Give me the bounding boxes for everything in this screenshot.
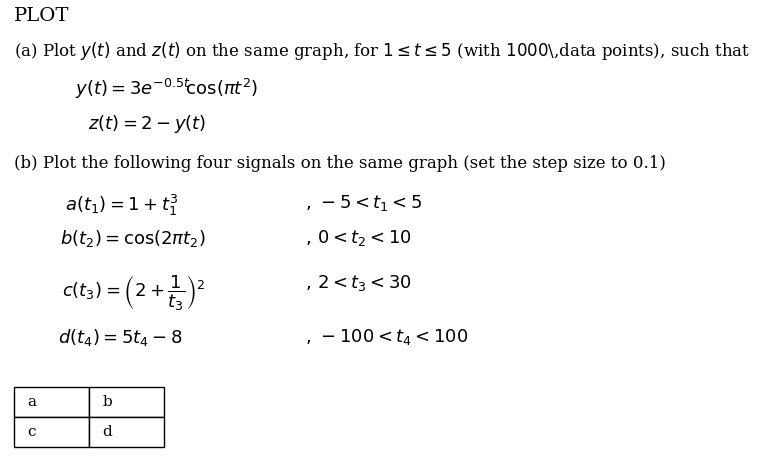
Text: $,\,2 < t_3 < 30$: $,\,2 < t_3 < 30$ (305, 273, 412, 293)
Text: d: d (103, 425, 113, 439)
Text: $,\,0 < t_2 < 10$: $,\,0 < t_2 < 10$ (305, 228, 412, 248)
Bar (14, 387, 89, 417)
Text: $y(t) = 3e^{-0.5t}\!\cos(\pi t^2)$: $y(t) = 3e^{-0.5t}\!\cos(\pi t^2)$ (75, 77, 258, 101)
Text: $,\,-5 < t_1 < 5$: $,\,-5 < t_1 < 5$ (305, 193, 422, 213)
Text: (b) Plot the following four signals on the same graph (set the step size to 0.1): (b) Plot the following four signals on t… (14, 155, 666, 172)
Text: PLOT: PLOT (14, 7, 70, 25)
Text: c: c (28, 425, 36, 439)
Text: $c(t_3) = \left(2 + \dfrac{1}{t_3}\right)^2$: $c(t_3) = \left(2 + \dfrac{1}{t_3}\right… (62, 273, 205, 312)
Text: $a(t_1) = 1 + t_1^3$: $a(t_1) = 1 + t_1^3$ (65, 193, 178, 218)
Text: a: a (28, 395, 37, 409)
Text: (a) Plot $y(t)$ and $z(t)$ on the same graph, for $1 \leq t \leq 5$ (with $\math: (a) Plot $y(t)$ and $z(t)$ on the same g… (14, 40, 751, 62)
Bar (89, 387, 164, 417)
Text: $d(t_4) = 5t_4 - 8$: $d(t_4) = 5t_4 - 8$ (58, 327, 182, 348)
Text: $b(t_2) = \cos(2\pi t_2)$: $b(t_2) = \cos(2\pi t_2)$ (60, 228, 206, 249)
Text: $z(t) = 2 - y(t)$: $z(t) = 2 - y(t)$ (88, 113, 206, 135)
Bar (89, 417, 164, 447)
Text: b: b (103, 395, 113, 409)
Bar (14, 417, 89, 447)
Text: $,\,-100 < t_4 < 100$: $,\,-100 < t_4 < 100$ (305, 327, 468, 347)
